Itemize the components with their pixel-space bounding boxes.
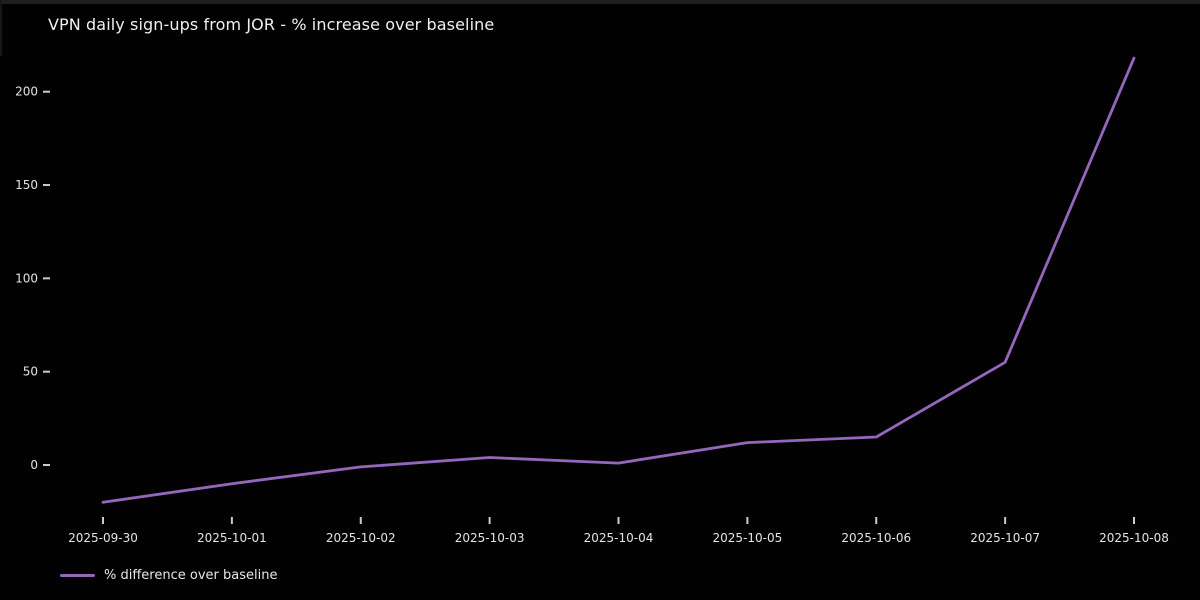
- x-tick-label: 2025-09-30: [68, 531, 138, 545]
- x-tick-label: 2025-10-02: [326, 531, 396, 545]
- chart-title: VPN daily sign-ups from JOR - % increase…: [48, 15, 495, 34]
- x-tick-label: 2025-10-06: [841, 531, 911, 545]
- x-tick-label: 2025-10-08: [1099, 531, 1169, 545]
- y-tick-label: 200: [15, 85, 38, 99]
- x-tick-label: 2025-10-04: [584, 531, 654, 545]
- x-tick-label: 2025-10-05: [713, 531, 783, 545]
- x-tick-label: 2025-10-01: [197, 531, 267, 545]
- series-line: [101, 56, 1136, 504]
- y-tick-label: 50: [23, 365, 38, 379]
- window-left-edge: [0, 0, 2, 56]
- x-tick-label: 2025-10-03: [455, 531, 525, 545]
- y-tick-label: 150: [15, 178, 38, 192]
- legend-line-swatch: [60, 574, 95, 577]
- x-tick-label: 2025-10-07: [970, 531, 1040, 545]
- legend: % difference over baseline: [60, 568, 277, 583]
- y-tick-label: 100: [15, 271, 38, 285]
- y-tick-label: 0: [30, 458, 38, 472]
- legend-label: % difference over baseline: [104, 568, 278, 583]
- window-top-edge: [0, 0, 1200, 4]
